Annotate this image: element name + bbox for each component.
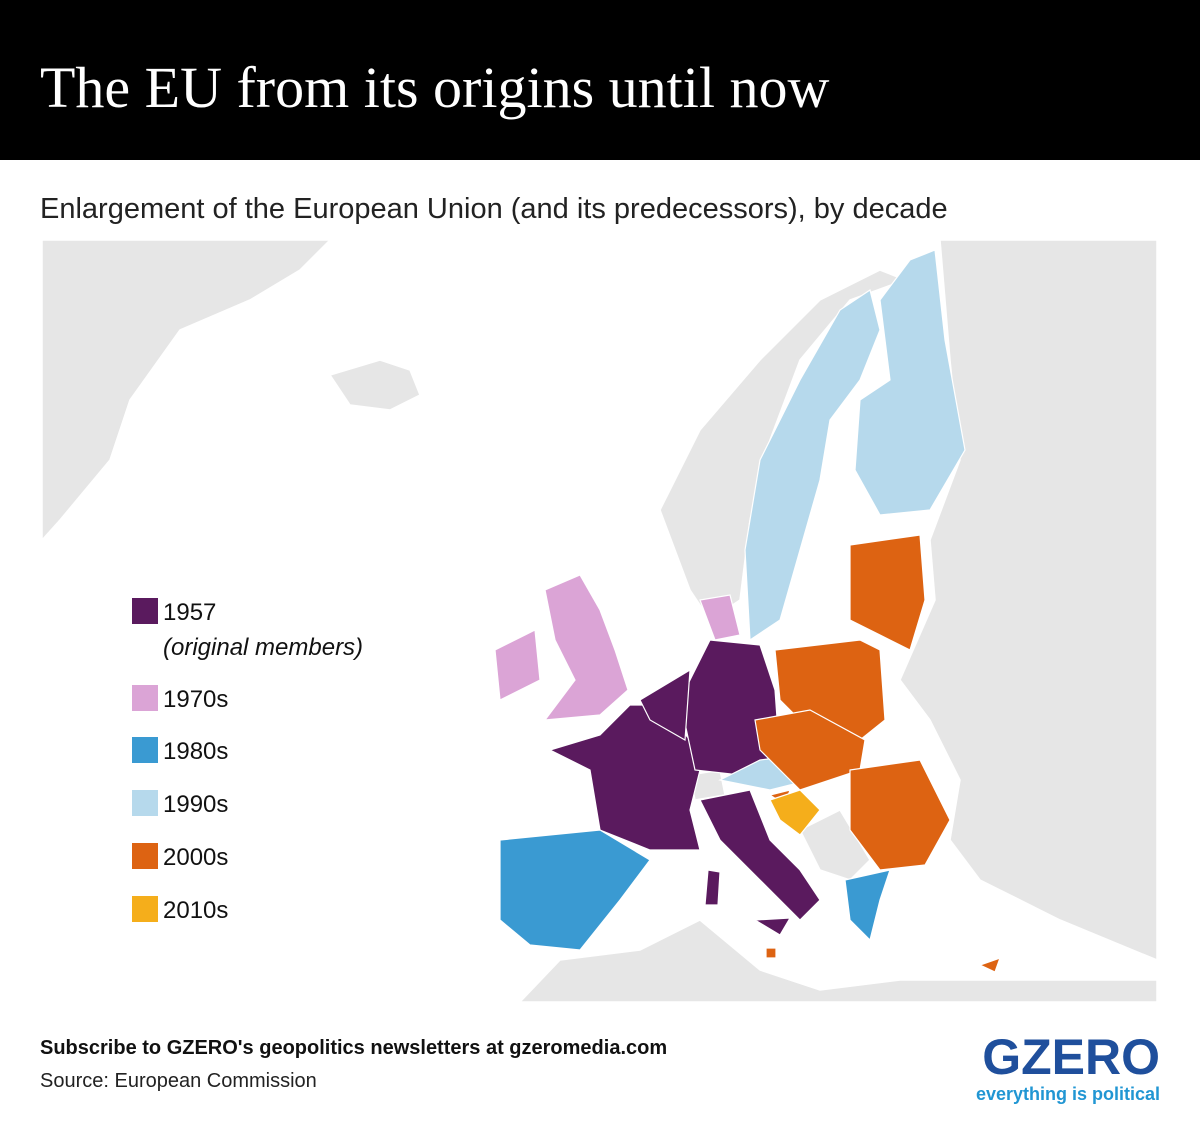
benelux — [639, 668, 691, 741]
legend: 1957 (original members) 1970s 1980s 1990s 200… — [132, 598, 363, 924]
title: The EU from its origins until now — [40, 55, 829, 120]
header-bar — [0, 0, 1200, 160]
legend-label: 1990s — [163, 791, 228, 818]
sicily — [753, 917, 792, 936]
newsletter-cta: Subscribe to GZERO's geopolitics newslet… — [40, 1037, 667, 1059]
logo-tagline: everything is political — [976, 1084, 1160, 1104]
sardinia — [704, 869, 721, 906]
logo: GZERO — [982, 1029, 1160, 1085]
united-kingdom — [543, 574, 629, 721]
legend-swatch — [132, 737, 158, 763]
italy — [699, 789, 821, 921]
denmark — [699, 594, 741, 641]
legend-swatch — [132, 685, 158, 711]
ireland — [494, 629, 541, 701]
legend-swatch — [132, 843, 158, 869]
iberia — [499, 829, 651, 951]
legend-label: 1970s — [163, 686, 228, 713]
malta — [765, 947, 777, 959]
legend-swatch — [132, 598, 158, 624]
greenland — [41, 239, 332, 542]
balkans — [798, 809, 871, 881]
sweden — [744, 289, 881, 642]
eastern-europe — [899, 239, 1158, 962]
croatia — [769, 789, 821, 836]
legend-label: 2000s — [163, 844, 228, 871]
source: Source: European Commission — [40, 1070, 317, 1092]
greece — [844, 869, 891, 942]
cyprus — [978, 957, 1001, 973]
finland — [854, 249, 966, 516]
romania-bulgaria — [849, 759, 951, 871]
baltics — [849, 534, 926, 651]
legend-swatch — [132, 790, 158, 816]
map — [41, 239, 1158, 1003]
north-africa — [518, 919, 1158, 1003]
legend-label: 1980s — [163, 738, 228, 765]
france — [548, 704, 701, 851]
legend-swatch — [132, 896, 158, 922]
legend-label: 2010s — [163, 897, 228, 924]
legend-note: (original members) — [163, 634, 363, 661]
iceland — [328, 359, 421, 411]
subtitle: Enlargement of the European Union (and i… — [40, 193, 948, 225]
legend-label: 1957 — [163, 599, 216, 626]
